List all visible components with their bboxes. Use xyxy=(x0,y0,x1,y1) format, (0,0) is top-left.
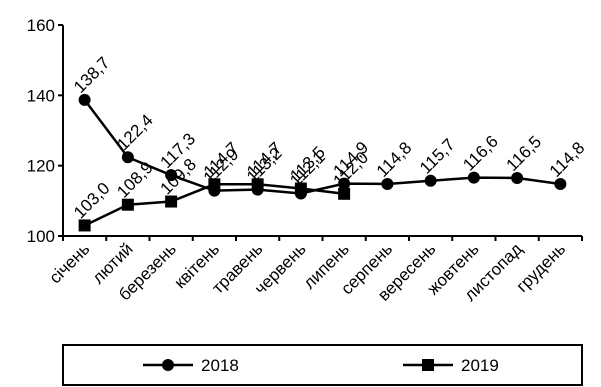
data-point-2019 xyxy=(338,187,351,200)
data-point-2018 xyxy=(381,177,394,190)
data-label-2018: 115,7 xyxy=(416,135,459,178)
x-category-label: грудень xyxy=(513,239,570,296)
series-line-2018 xyxy=(83,99,561,195)
data-point-2018 xyxy=(424,174,437,187)
legend-marker-2018 xyxy=(162,359,174,371)
legend-marker-2019 xyxy=(422,359,434,371)
data-point-2019 xyxy=(78,219,91,232)
series-layer xyxy=(78,93,567,232)
data-label-2018: 114,8 xyxy=(546,138,589,181)
data-point-2018 xyxy=(165,169,178,182)
data-point-2018 xyxy=(78,93,91,106)
x-category-label: січень xyxy=(45,239,93,287)
y-tick-label: 160 xyxy=(27,16,55,35)
data-label-2019: 108,9 xyxy=(113,158,157,202)
data-label-2018: 116,5 xyxy=(503,132,546,175)
data-label-2018: 116,6 xyxy=(459,132,502,175)
data-point-2019 xyxy=(294,182,307,195)
legend-label-2018: 2018 xyxy=(201,356,239,375)
data-point-2018 xyxy=(511,171,524,184)
data-point-2018 xyxy=(338,177,351,190)
y-tick-label: 140 xyxy=(27,86,55,105)
data-label-2018: 138,7 xyxy=(70,53,114,97)
data-point-2019 xyxy=(121,198,134,211)
legend-box xyxy=(62,344,583,386)
data-point-2018 xyxy=(467,171,480,184)
data-point-2019 xyxy=(165,195,178,208)
legend: 2018 2019 xyxy=(62,344,583,386)
legend-label-2019: 2019 xyxy=(461,356,499,375)
data-label-2018: 114,8 xyxy=(373,138,416,181)
y-tick-label: 120 xyxy=(27,157,55,176)
data-point-2018 xyxy=(554,177,567,190)
data-point-2019 xyxy=(251,178,264,191)
data-point-2019 xyxy=(208,178,221,191)
y-tick-label: 100 xyxy=(27,227,55,246)
data-label-2018: 122,4 xyxy=(113,111,157,155)
data-point-2018 xyxy=(121,151,134,164)
